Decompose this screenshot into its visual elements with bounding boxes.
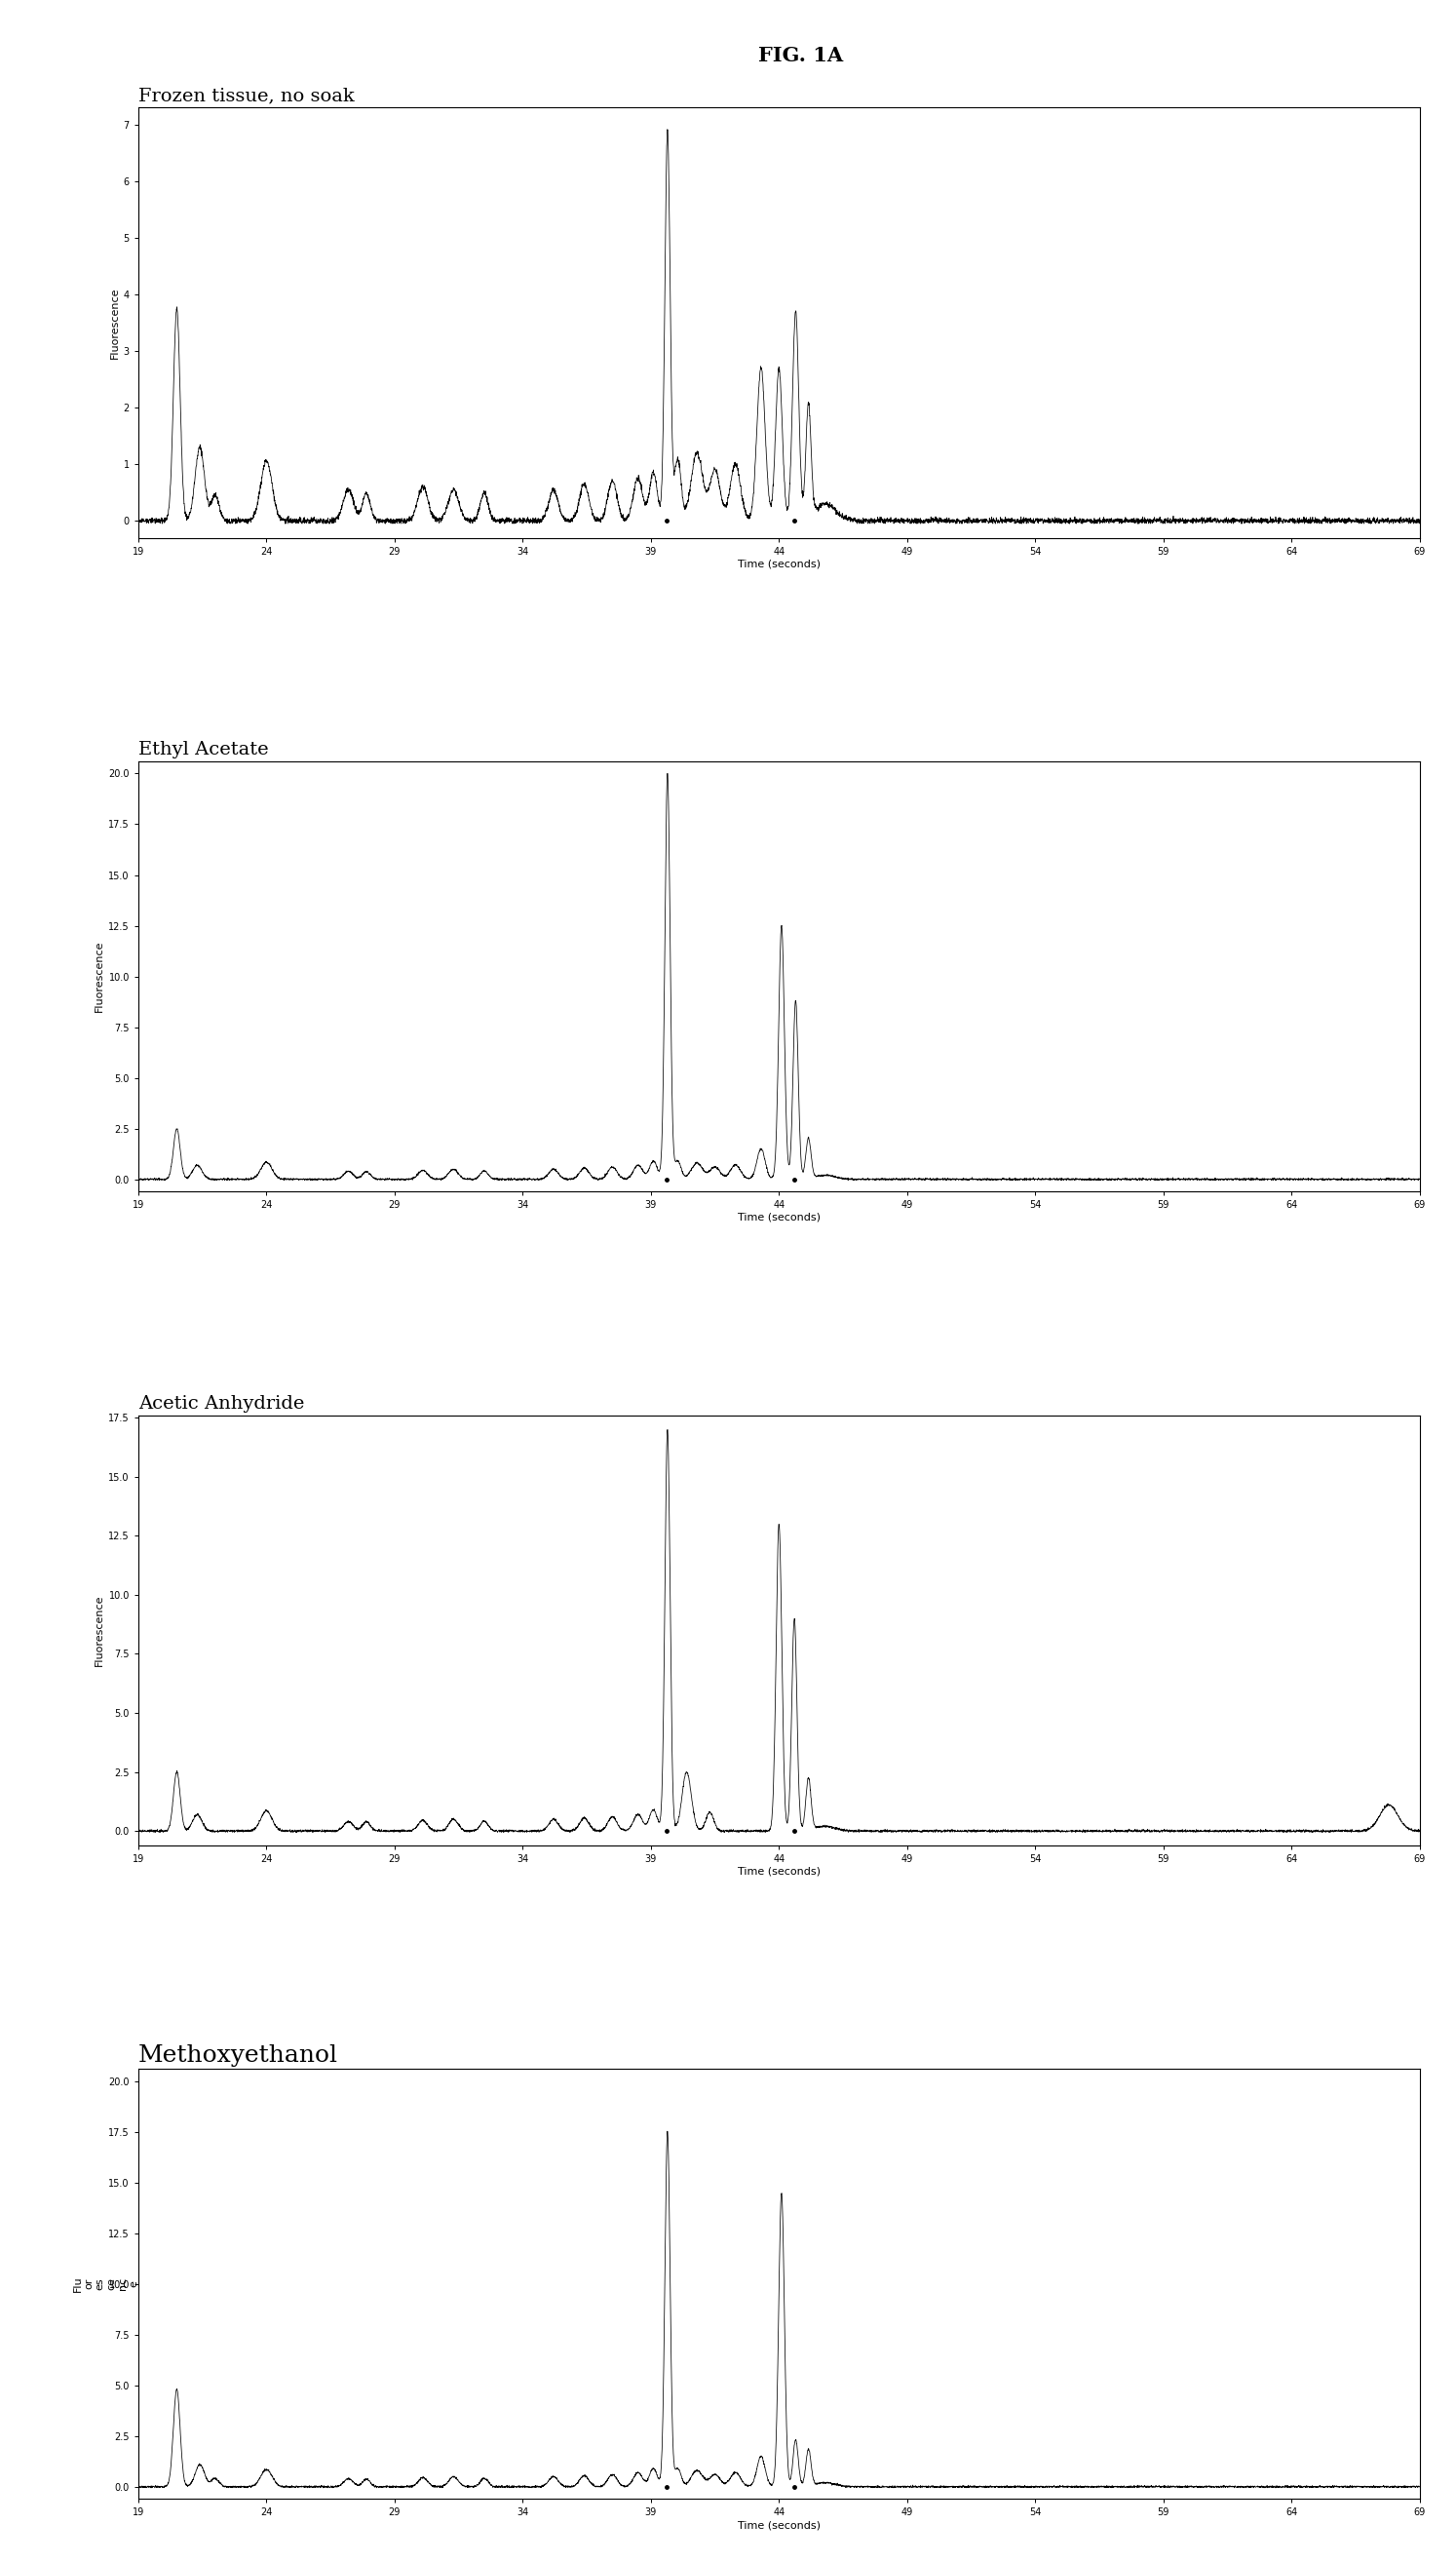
Y-axis label: Flu
or
es
ce
nc
e: Flu or es ce nc e <box>73 2276 138 2291</box>
Text: Ethyl Acetate: Ethyl Acetate <box>138 741 268 759</box>
Text: Acetic Anhydride: Acetic Anhydride <box>138 1394 304 1412</box>
X-axis label: Time (seconds): Time (seconds) <box>738 2519 820 2530</box>
X-axis label: Time (seconds): Time (seconds) <box>738 1866 820 1876</box>
Y-axis label: Fluorescence: Fluorescence <box>95 941 105 1012</box>
Text: Frozen tissue, no soak: Frozen tissue, no soak <box>138 87 354 105</box>
Text: FIG. 1A: FIG. 1A <box>759 46 843 67</box>
Y-axis label: Fluorescence: Fluorescence <box>109 287 119 359</box>
Text: Methoxyethanol: Methoxyethanol <box>138 2045 338 2066</box>
Y-axis label: Fluorescence: Fluorescence <box>95 1594 105 1666</box>
X-axis label: Time (seconds): Time (seconds) <box>738 559 820 569</box>
X-axis label: Time (seconds): Time (seconds) <box>738 1212 820 1223</box>
